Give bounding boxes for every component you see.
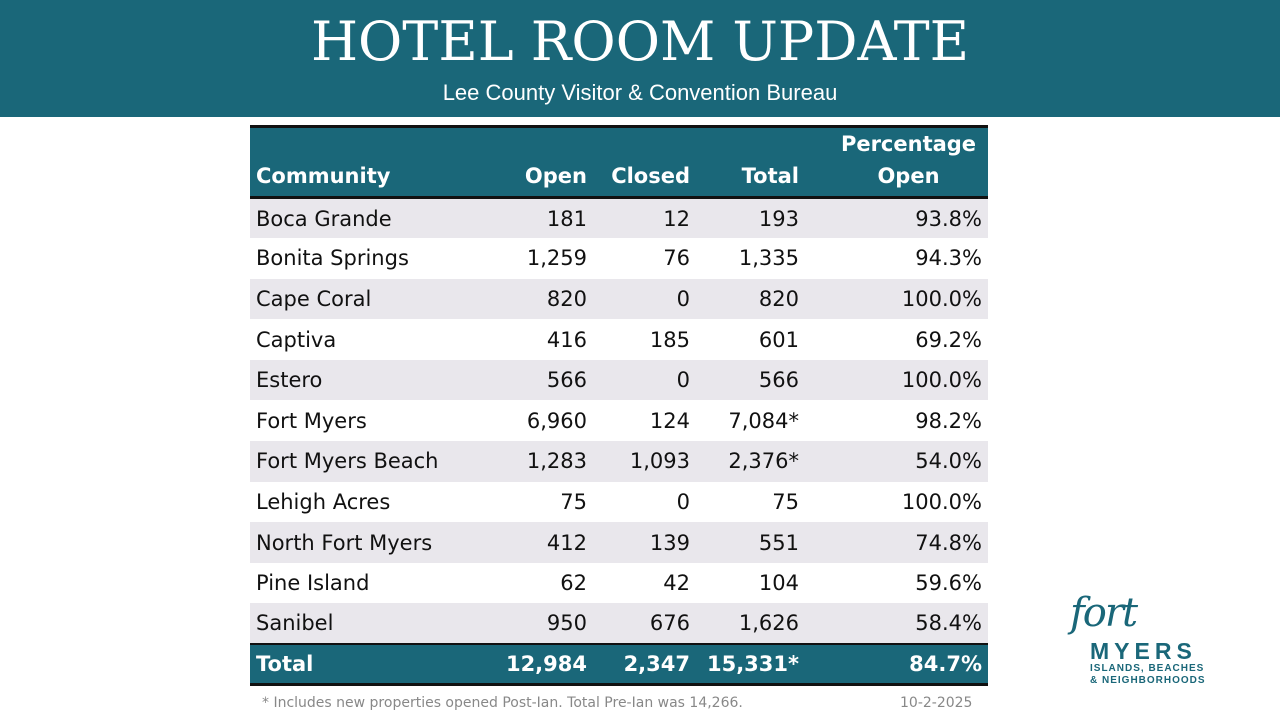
- logo-script: fort: [1070, 590, 1138, 636]
- cell-closed: 1,093: [629, 449, 690, 474]
- column-header-total: Total: [696, 126, 805, 199]
- total-community: Total: [250, 643, 495, 685]
- table-row: Cape Coral 820 0 820 100.0%: [250, 278, 988, 320]
- cell-closed: 124: [649, 408, 690, 433]
- cell-open: 75: [560, 489, 587, 514]
- cell-closed: 0: [676, 368, 690, 393]
- cell-community: Sanibel: [256, 611, 334, 636]
- table-row: Estero 566 0 566 100.0%: [250, 359, 988, 401]
- table-row: Sanibel 950 676 1,626 58.4%: [250, 603, 988, 645]
- table-row: North Fort Myers 412 139 551 74.8%: [250, 522, 988, 563]
- cell-percentage-open: 54.0%: [915, 449, 982, 474]
- cell-percentage-open: 100.0%: [901, 489, 982, 514]
- cell-open: 181: [546, 206, 587, 231]
- column-header-closed: Closed: [593, 126, 696, 199]
- cell-community: Captiva: [256, 327, 337, 352]
- cell-open: 416: [546, 327, 587, 352]
- cell-total: 75: [772, 489, 799, 514]
- table-row: Fort Myers Beach 1,283 1,093 2,376* 54.0%: [250, 441, 988, 482]
- cell-open: 1,283: [526, 449, 587, 474]
- cell-closed: 42: [663, 571, 690, 596]
- cell-percentage-open: 98.2%: [915, 408, 982, 433]
- table-row: Bonita Springs 1,259 76 1,335 94.3%: [250, 238, 988, 279]
- table-row: Boca Grande 181 12 193 93.8%: [250, 197, 988, 239]
- total-total: 15,331*: [696, 643, 805, 685]
- cell-community: Lehigh Acres: [256, 489, 391, 514]
- cell-percentage-open: 74.8%: [915, 530, 982, 555]
- cell-percentage-open: 94.3%: [915, 246, 982, 271]
- update-date: 10-2-2025: [900, 695, 973, 711]
- cell-percentage-open: 59.6%: [915, 571, 982, 596]
- logo-name: MYERS: [1090, 638, 1197, 664]
- logo-tagline-1: ISLANDS, BEACHES: [1090, 663, 1205, 674]
- column-header-community: Community: [250, 126, 495, 199]
- cell-open: 950: [546, 611, 587, 636]
- total-percentage-open: 84.7%: [805, 643, 988, 685]
- cell-percentage-open: 69.2%: [915, 327, 982, 352]
- cell-closed: 139: [649, 530, 690, 555]
- total-closed: 2,347: [593, 643, 696, 685]
- table-total-row: Total 12,984 2,347 15,331* 84.7%: [250, 643, 988, 685]
- cell-percentage-open: 58.4%: [915, 611, 982, 636]
- cell-total: 193: [758, 206, 799, 231]
- cell-total: 104: [758, 571, 799, 596]
- cell-closed: 76: [663, 246, 690, 271]
- cell-closed: 676: [649, 611, 690, 636]
- cell-total: 551: [758, 530, 799, 555]
- cell-community: North Fort Myers: [256, 530, 433, 555]
- cell-total: 2,376*: [728, 449, 799, 474]
- cell-total: 601: [758, 327, 799, 352]
- page-title: HOTEL ROOM UPDATE: [310, 10, 970, 73]
- fort-myers-logo: fort MYERS ISLANDS, BEACHES & NEIGHBORHO…: [1066, 590, 1238, 688]
- cell-open: 62: [560, 571, 587, 596]
- table-header-row: Community Open Closed Total Percentage Open: [250, 126, 988, 199]
- cell-total: 566: [758, 368, 799, 393]
- cell-community: Fort Myers: [256, 408, 367, 433]
- column-header-open: Open: [495, 126, 593, 199]
- column-header-percentage-open: Percentage Open: [805, 126, 988, 199]
- total-open: 12,984: [495, 643, 593, 685]
- table-row: Fort Myers 6,960 124 7,084* 98.2%: [250, 400, 988, 442]
- cell-total: 820: [758, 286, 799, 311]
- footnote: * Includes new properties opened Post-Ia…: [262, 695, 743, 711]
- cell-open: 820: [546, 286, 587, 311]
- cell-open: 6,960: [526, 408, 587, 433]
- cell-community: Estero: [256, 368, 323, 393]
- hotel-room-table: Community Open Closed Total Percentage Open …: [250, 125, 988, 686]
- cell-percentage-open: 93.8%: [915, 206, 982, 231]
- cell-open: 1,259: [526, 246, 587, 271]
- cell-closed: 0: [676, 489, 690, 514]
- cell-closed: 0: [676, 286, 690, 311]
- logo-tagline-2: & NEIGHBORHOODS: [1090, 675, 1206, 686]
- cell-open: 412: [546, 530, 587, 555]
- cell-community: Pine Island: [256, 571, 370, 596]
- cell-community: Fort Myers Beach: [256, 449, 439, 474]
- cell-community: Cape Coral: [256, 286, 372, 311]
- cell-community: Boca Grande: [256, 206, 392, 231]
- header-banner: HOTEL ROOM UPDATE Lee County Visitor & C…: [0, 0, 1280, 117]
- table-row: Pine Island 62 42 104 59.6%: [250, 562, 988, 604]
- table-row: Lehigh Acres 75 0 75 100.0%: [250, 481, 988, 523]
- cell-closed: 185: [649, 327, 690, 352]
- cell-percentage-open: 100.0%: [901, 286, 982, 311]
- cell-open: 566: [546, 368, 587, 393]
- cell-total: 1,626: [738, 611, 799, 636]
- cell-community: Bonita Springs: [256, 246, 409, 271]
- cell-total: 1,335: [738, 246, 799, 271]
- cell-closed: 12: [663, 206, 690, 231]
- page-subtitle: Lee County Visitor & Convention Bureau: [442, 80, 838, 105]
- cell-total: 7,084*: [728, 408, 799, 433]
- table-row: Captiva 416 185 601 69.2%: [250, 319, 988, 360]
- cell-percentage-open: 100.0%: [901, 368, 982, 393]
